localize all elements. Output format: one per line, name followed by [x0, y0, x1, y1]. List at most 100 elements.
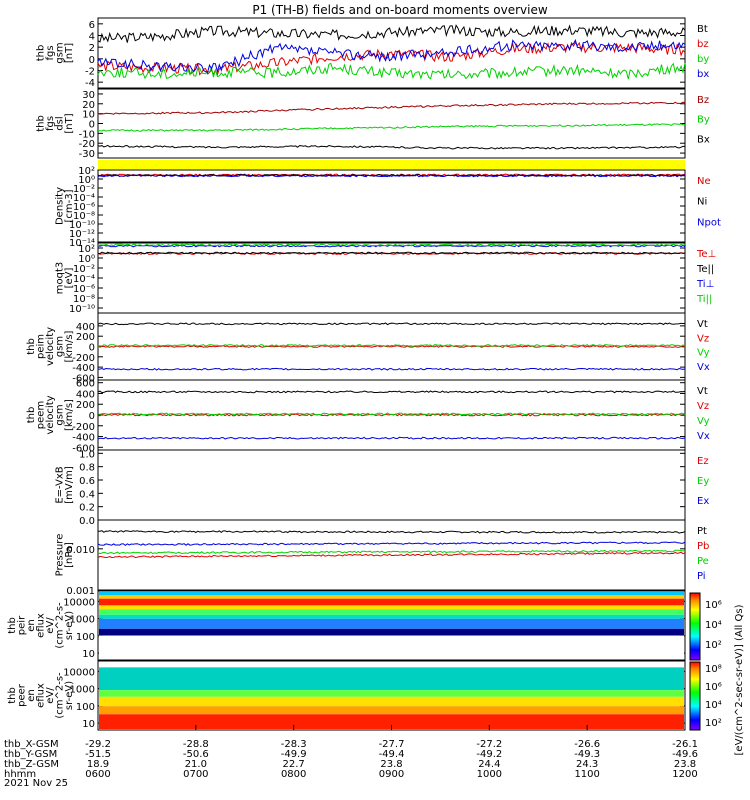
ytick-label: -200 — [72, 422, 95, 433]
ylabel-line: en — [26, 619, 37, 632]
colorbar-tick: 10⁴ — [705, 620, 722, 631]
ylabel-line: eflux — [36, 613, 47, 638]
ytick-label: 10⁻⁴ — [73, 274, 95, 285]
legend-Vt: Vt — [697, 319, 708, 330]
xaxis-value: 18.9 — [87, 759, 109, 770]
ytick-label: -400 — [72, 363, 95, 374]
panel-peem_velocity: thbpeemvelocitygsm[km/s]6004002000-200-4… — [26, 379, 710, 455]
legend-Ez: Ez — [697, 456, 709, 467]
ytick-label: 0.0 — [79, 516, 95, 527]
ytick-label: 10⁻⁸ — [73, 294, 95, 305]
ytick-label: 0 — [89, 411, 95, 422]
legend-Vy: Vy — [697, 416, 710, 427]
spectrogram-band — [99, 635, 684, 659]
series-Pi — [97, 541, 686, 547]
ytick-label: 100 — [76, 702, 95, 713]
ytick-label: 20 — [82, 100, 95, 111]
xaxis-value: 1000 — [477, 769, 502, 780]
colorbar-tick: 10⁸ — [705, 664, 722, 675]
panel-frame — [97, 449, 686, 521]
ylabel-line: peer — [17, 683, 28, 707]
series-Vy — [97, 344, 686, 347]
ylabel-line: Pressure — [55, 534, 66, 577]
ytick-label: 10⁻¹⁰ — [69, 304, 95, 315]
xaxis-row-label: thb_X-GSM — [4, 739, 59, 750]
ylabel-line: eV/ — [45, 617, 56, 634]
legend-Vt: Vt — [697, 386, 708, 397]
ytick-label: 0.6 — [79, 476, 95, 487]
ytick-label: -200 — [72, 353, 95, 364]
ylabel-line: [nT] — [64, 43, 75, 63]
spectrogram-band — [99, 618, 684, 629]
legend-Pi: Pi — [697, 571, 706, 582]
ylabel-line: peem — [36, 401, 47, 429]
series-bz — [97, 41, 686, 77]
ylabel-line: velocity — [45, 327, 56, 366]
ylabel-line: thb — [7, 617, 18, 634]
series-Bt — [97, 24, 686, 43]
ytick-label: 0 — [89, 120, 95, 131]
xaxis-value: -27.2 — [476, 739, 502, 750]
ytick-label: 10000 — [63, 597, 95, 608]
ylabel-line: moqt3 — [55, 262, 66, 295]
ytick-label: 10 — [82, 110, 95, 121]
ytick-label: 1000 — [70, 615, 95, 626]
ytick-label: 6 — [89, 20, 95, 31]
ytick-label: 10⁰ — [78, 254, 95, 265]
ytick-label: 2 — [89, 43, 95, 54]
series-Pe — [97, 549, 686, 555]
ytick-label: 10 — [82, 719, 95, 730]
xaxis-value: 0800 — [281, 769, 306, 780]
legend-Pt: Pt — [697, 526, 707, 537]
colorbar-tick: 10⁶ — [705, 600, 722, 611]
legend-Ni: Ni — [697, 197, 707, 208]
ylabel-line: (cm^2-s- — [55, 672, 66, 719]
ytick-label: 10⁻² — [73, 264, 95, 275]
legend-Vx: Vx — [697, 431, 710, 442]
ytick-label: -20 — [79, 139, 95, 150]
xaxis-value: -28.3 — [281, 739, 307, 750]
ytick-label: 0.010 — [66, 545, 95, 556]
ytick-label: 10² — [78, 166, 95, 177]
xaxis-value: 22.7 — [283, 759, 305, 770]
series-by — [97, 62, 686, 80]
panel-density: Density[cm-3] 10²10⁰10⁻²10⁻⁴10⁻⁶10⁻⁸10⁻¹⁰… — [55, 166, 721, 249]
ytick-label: 200 — [76, 332, 95, 343]
legend-bx: bx — [697, 69, 709, 80]
ylabel-line: en — [26, 689, 37, 702]
panel-pressure: Pressure[nPa]0.010 0.001 Pt Pb Pe Pi — [55, 519, 709, 597]
legend-Bx: Bx — [697, 134, 710, 145]
legend-Vz: Vz — [697, 333, 709, 344]
series-Vy — [97, 412, 686, 416]
panel-frame — [97, 17, 686, 89]
panel-frame — [97, 169, 686, 243]
ylabel-line: velocity — [45, 395, 56, 434]
series-Te⊥ — [97, 252, 686, 255]
xaxis-row-label: thb_Y-GSM — [4, 749, 57, 760]
legend-Te⊥: Te⊥ — [696, 249, 716, 260]
spectrogram-band — [99, 598, 684, 606]
xaxis-value: 1200 — [672, 769, 697, 780]
xaxis-value: -51.5 — [85, 749, 111, 760]
series-Bx — [97, 144, 685, 150]
xaxis-value: -29.2 — [85, 739, 111, 750]
xaxis-value: -26.6 — [574, 739, 600, 750]
xaxis-value: 23.8 — [380, 759, 402, 770]
ylabel-line: eflux — [36, 683, 47, 708]
xaxis-value: 24.4 — [478, 759, 500, 770]
ytick-label: 10² — [78, 244, 95, 255]
xaxis-value: -27.7 — [379, 739, 405, 750]
panel-frame — [97, 379, 686, 451]
ytick-label: 10⁻⁶ — [73, 202, 95, 213]
legend-Ne: Ne — [697, 176, 711, 187]
ylabel-line: gsm — [55, 336, 66, 357]
spectrogram-band — [99, 696, 684, 707]
ylabel-line: sr-eV) — [64, 681, 75, 710]
legend-Npot: Npot — [697, 217, 721, 228]
series-Vt — [97, 390, 686, 394]
series-Npot — [97, 174, 686, 178]
ylabel-line: fgs — [45, 116, 56, 131]
